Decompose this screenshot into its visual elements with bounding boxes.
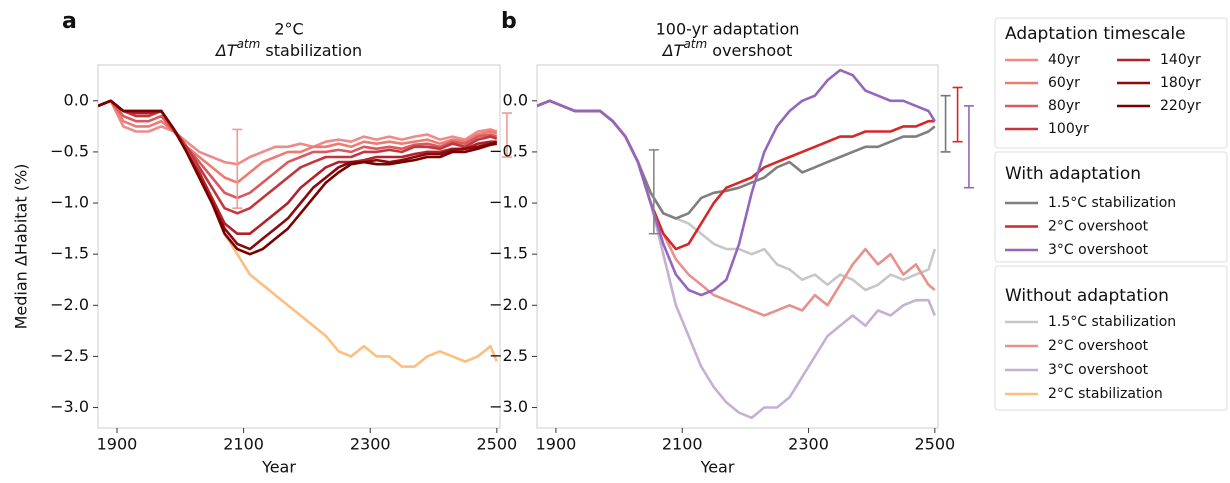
series-line — [98, 99, 498, 200]
legend-label: 2°C overshoot — [1048, 219, 1149, 235]
legend-label: 220yr — [1160, 98, 1201, 114]
legend-title: Adaptation timescale — [1005, 24, 1186, 44]
x-axis-label: Year — [700, 458, 735, 477]
y-tick-label: 0.0 — [503, 90, 528, 109]
y-tick-label: −3.0 — [489, 397, 528, 416]
x-tick-label: 2500 — [476, 435, 517, 454]
chart-title: 100-yr adaptation — [656, 20, 800, 39]
legend-label: 2°C stabilization — [1048, 386, 1163, 402]
series-line — [537, 99, 936, 220]
lines — [98, 99, 499, 368]
y-tick-label: −2.5 — [50, 346, 89, 365]
subtitle-superscript: atm — [237, 37, 261, 51]
lines — [537, 68, 937, 420]
series-line — [98, 99, 499, 368]
series-line — [537, 99, 935, 251]
x-tick-label: 2100 — [662, 435, 703, 454]
y-tick-label: −2.0 — [50, 295, 89, 314]
x-tick-label: 1900 — [97, 435, 138, 454]
legend-label: 3°C overshoot — [1048, 362, 1149, 378]
legend-label: 180yr — [1160, 75, 1201, 91]
legend-box — [994, 265, 1228, 411]
legend-box — [994, 151, 1228, 263]
legend-label: 140yr — [1160, 52, 1201, 68]
plot-area — [97, 64, 501, 429]
panel-label: b — [501, 9, 517, 34]
legend-label: 40yr — [1048, 52, 1080, 68]
legend-label: 1.5°C stabilization — [1048, 195, 1176, 211]
y-tick-label: −3.0 — [50, 397, 89, 416]
chart-subtitle: ΔTatm overshoot — [661, 37, 793, 60]
legend-title: With adaptation — [1005, 164, 1141, 184]
series-line — [98, 99, 498, 256]
x-tick-label: 2500 — [914, 435, 955, 454]
plot-area — [536, 64, 939, 429]
series-line — [98, 99, 497, 235]
panel-label: a — [62, 9, 77, 34]
y-tick-label: −0.5 — [50, 141, 89, 160]
chart-subtitle: ΔTatm stabilization — [214, 37, 362, 60]
series-line — [537, 99, 936, 317]
subtitle-superscript: atm — [683, 37, 707, 51]
y-tick-label: −2.0 — [489, 295, 528, 314]
legend-label: 100yr — [1048, 121, 1089, 137]
legend-box — [994, 17, 1228, 149]
y-axis-label: Median ΔHabitat (%) — [12, 164, 31, 330]
y-tick-label: −0.5 — [489, 141, 528, 160]
legend-label: 2°C overshoot — [1048, 338, 1149, 354]
legend-label: 3°C overshoot — [1048, 242, 1149, 258]
legend-label: 1.5°C stabilization — [1048, 314, 1176, 330]
chart-title: 2°C — [274, 20, 303, 39]
x-tick-label: 1900 — [536, 435, 577, 454]
subtitle-symbol: ΔT — [661, 41, 685, 60]
x-axis-label: Year — [261, 458, 296, 477]
y-tick-label: −1.0 — [489, 193, 528, 212]
subtitle-text: overshoot — [707, 41, 792, 60]
y-tick-label: −1.5 — [50, 244, 89, 263]
x-tick-label: 2300 — [350, 435, 391, 454]
legend-label: 80yr — [1048, 98, 1080, 114]
legend-label: 60yr — [1048, 75, 1080, 91]
x-tick-label: 2300 — [788, 435, 829, 454]
legend-title: Without adaptation — [1005, 286, 1169, 306]
y-tick-label: −1.0 — [50, 193, 89, 212]
subtitle-text: stabilization — [260, 41, 362, 60]
series-line — [98, 99, 498, 166]
series-line — [98, 99, 498, 184]
series-line — [537, 68, 936, 297]
subtitle-symbol: ΔT — [214, 41, 238, 60]
y-tick-label: −1.5 — [489, 244, 528, 263]
y-tick-label: 0.0 — [64, 90, 89, 109]
x-tick-label: 2100 — [223, 435, 264, 454]
y-tick-label: −2.5 — [489, 346, 528, 365]
